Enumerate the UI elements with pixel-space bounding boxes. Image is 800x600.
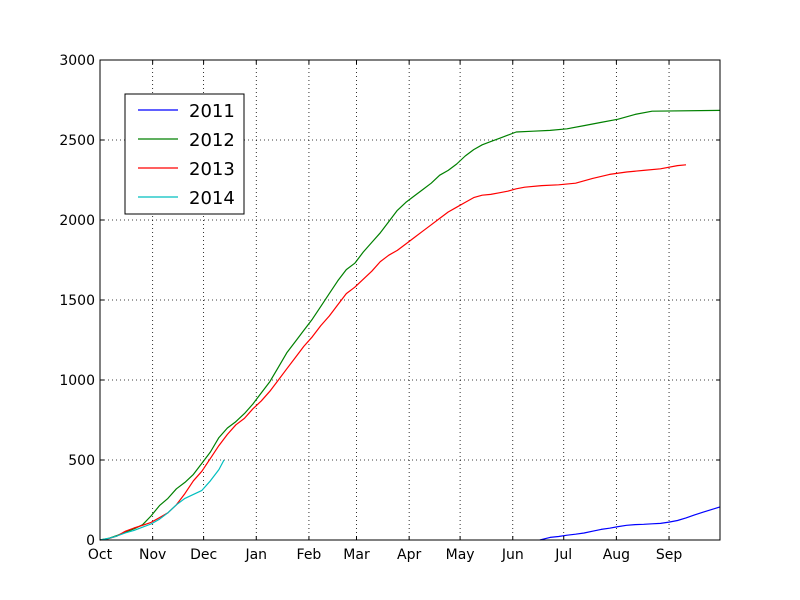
legend-box (124, 93, 245, 215)
tick-marks (99, 59, 720, 541)
x-tick-label: Aug (603, 547, 630, 563)
series-line-2011 (539, 506, 721, 541)
x-tick-label: Nov (139, 547, 166, 563)
y-tick-label: 2500 (59, 133, 95, 149)
series-line-2012 (99, 109, 721, 541)
x-tick-label: Oct (88, 547, 113, 563)
legend: 2011 2012 2013 2014 (124, 93, 245, 215)
series-line-2013 (99, 164, 687, 541)
y-tick-label: 500 (68, 453, 95, 469)
legend-label-2011: 2011 (189, 101, 235, 122)
x-tick-label: May (446, 547, 475, 563)
x-tick-label: Apr (397, 547, 421, 563)
x-tick-label: Mar (343, 547, 370, 563)
x-tick-label: Sep (656, 547, 683, 563)
x-tick-labels: Oct Nov Dec Jan Feb Mar Apr May Jun Jul Aug Sep (88, 547, 682, 563)
x-tick-label: Dec (190, 547, 217, 563)
x-tick-label: Jun (501, 547, 524, 563)
series-line-2014 (99, 459, 225, 541)
y-tick-label: 2000 (59, 213, 95, 229)
y-tick-labels: 0 500 1000 1500 2000 2500 3000 (59, 53, 95, 549)
y-tick-label: 1500 (59, 293, 95, 309)
x-tick-label: Jan (244, 547, 267, 563)
grid-lines (100, 60, 720, 540)
legend-label-2014: 2014 (189, 188, 235, 209)
series-layer (99, 109, 721, 541)
y-tick-label: 1000 (59, 373, 95, 389)
legend-label-2012: 2012 (189, 130, 235, 151)
x-tick-label: Feb (297, 547, 322, 563)
y-tick-label: 3000 (59, 53, 95, 69)
legend-label-2013: 2013 (189, 159, 235, 180)
x-tick-label: Jul (554, 547, 572, 563)
y-tick-label: 0 (86, 533, 95, 549)
